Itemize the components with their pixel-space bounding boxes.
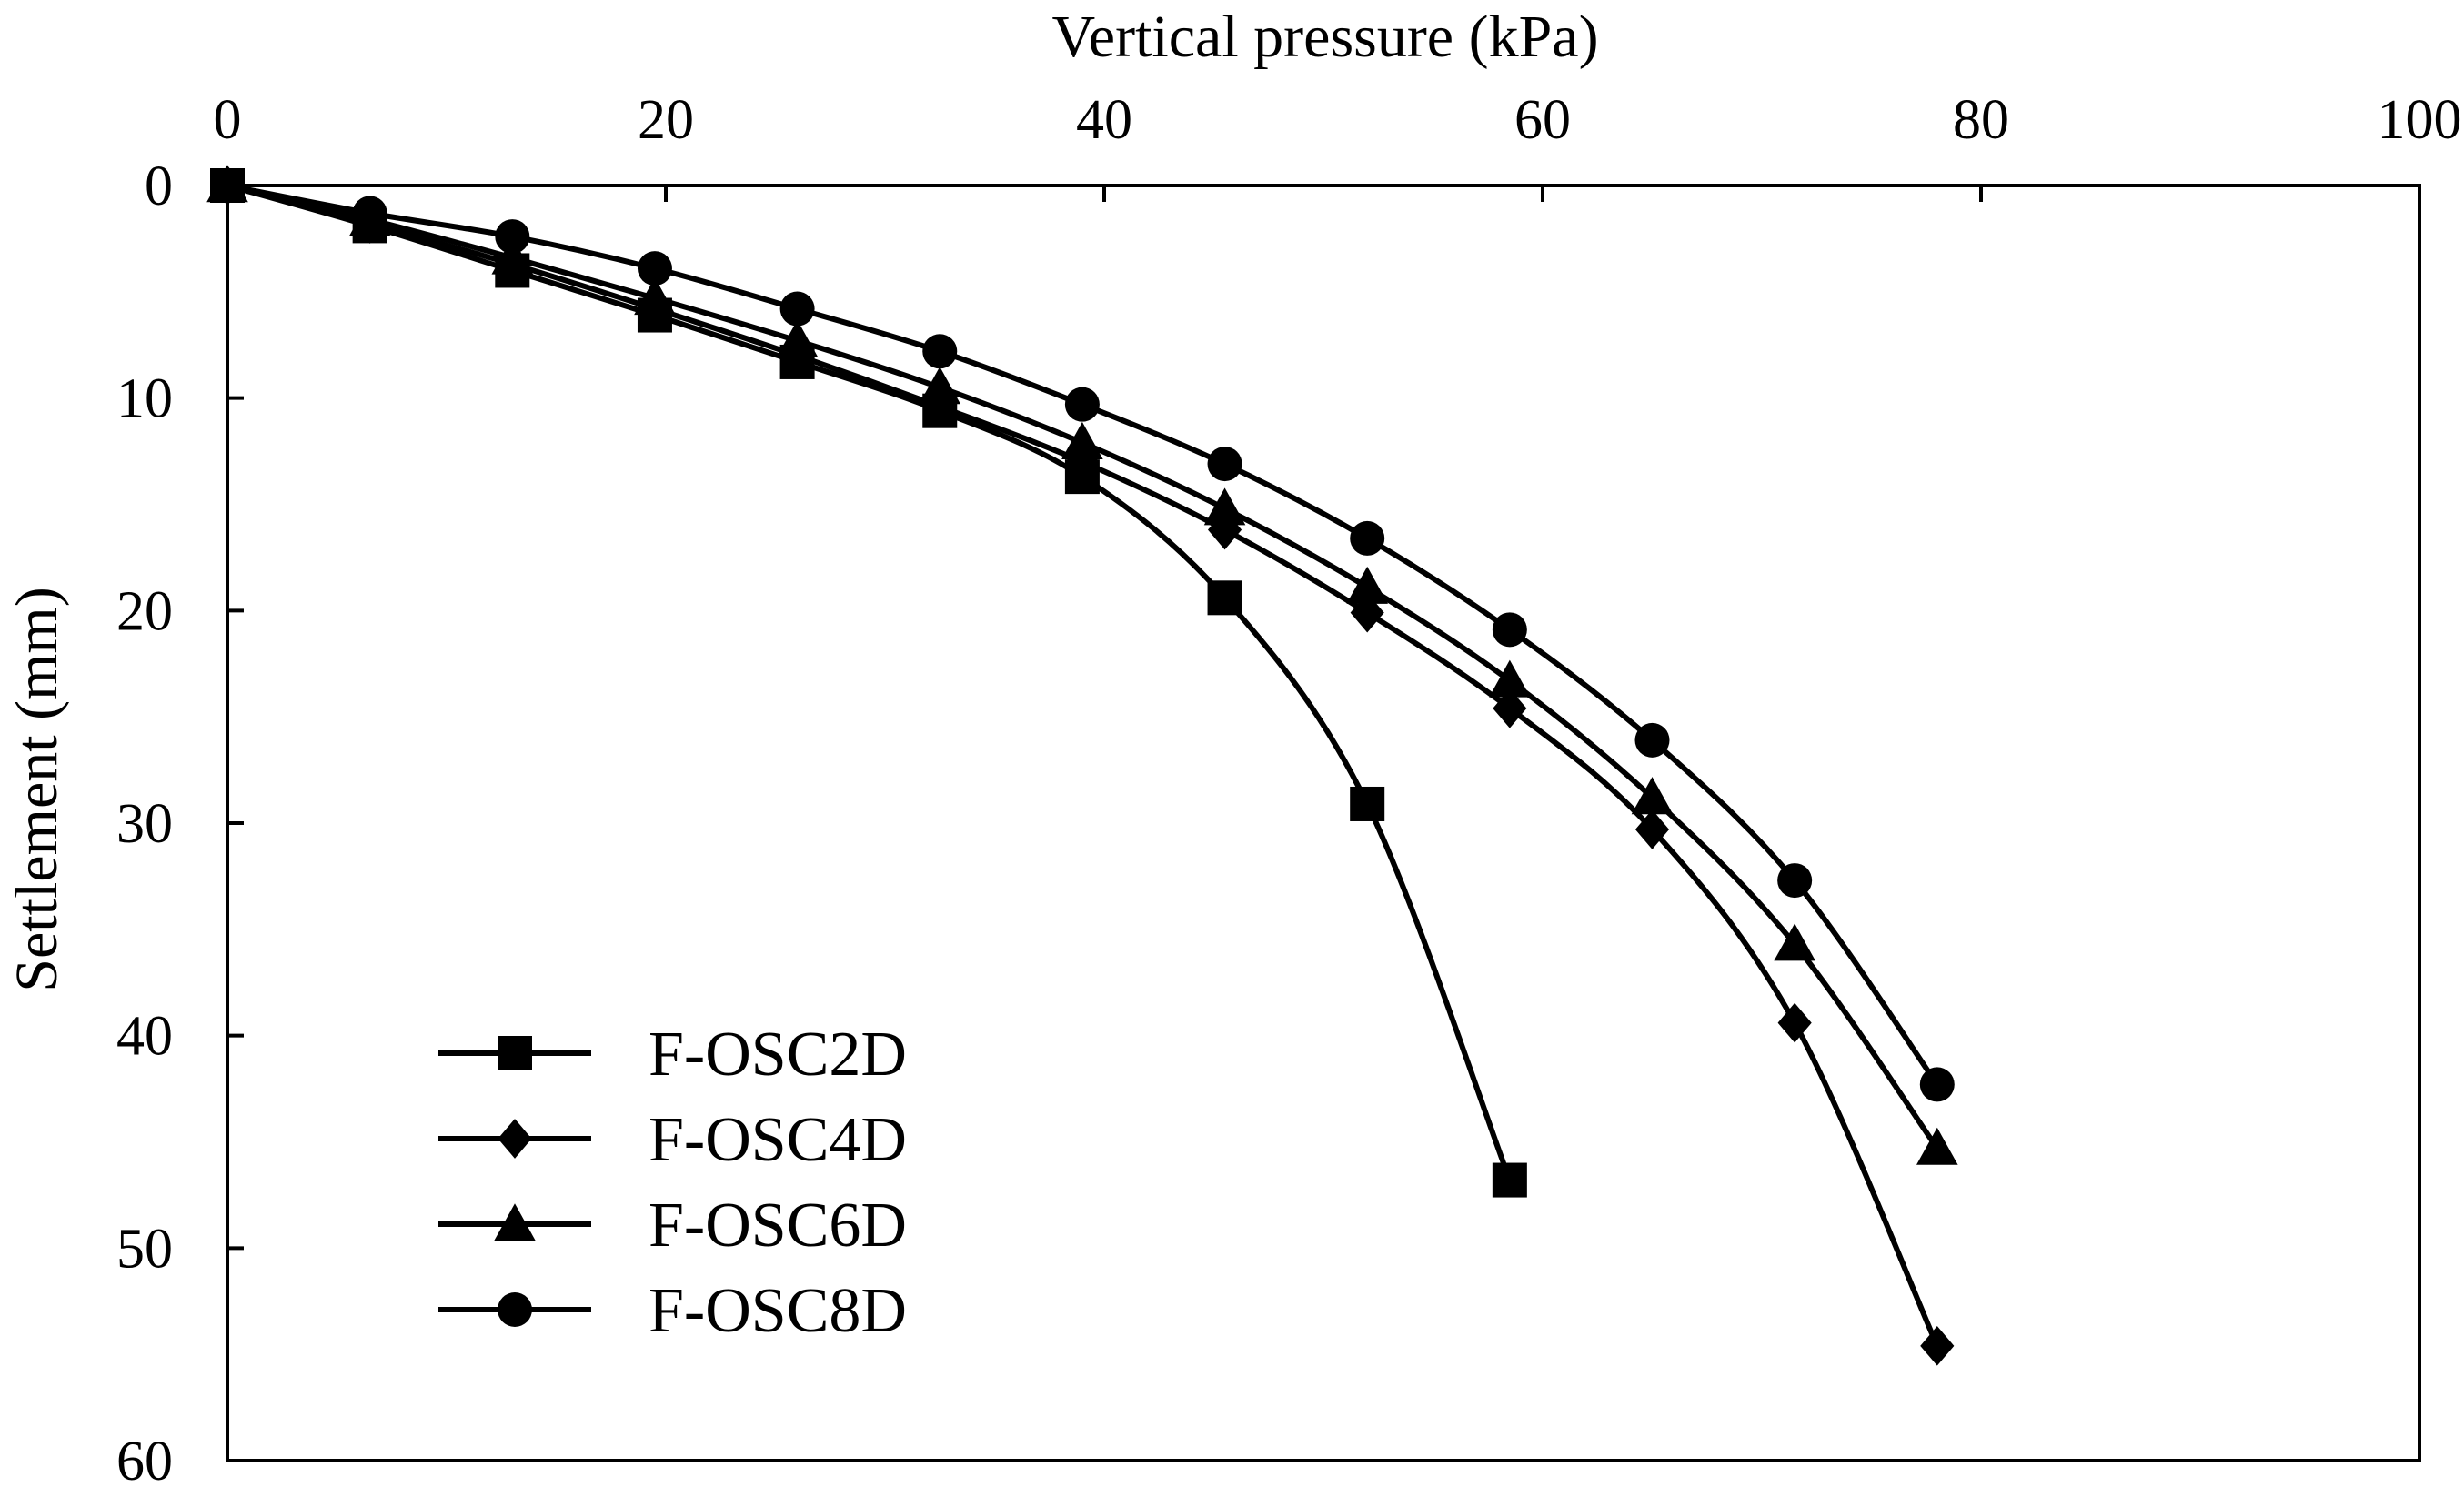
- circle-data-point: [779, 291, 815, 327]
- x-tick-label: 0: [214, 89, 242, 151]
- triangle-data-point: [1774, 923, 1815, 961]
- circle-data-point: [1492, 612, 1527, 648]
- legend-triangle-marker: [494, 1203, 536, 1241]
- y-axis-title: Settlement (mm): [4, 587, 70, 991]
- circle-data-point: [637, 251, 672, 286]
- circle-data-point: [1634, 722, 1670, 758]
- diamond-data-point: [1920, 1325, 1955, 1366]
- legend-entry-f-osc4d: F-OSC4D: [438, 1105, 907, 1175]
- legend-entry-f-osc8d: F-OSC8D: [438, 1276, 907, 1346]
- circle-data-point: [922, 334, 958, 369]
- circle-data-point: [1350, 520, 1385, 556]
- legend-entry-f-osc2d: F-OSC2D: [438, 1020, 907, 1090]
- square-data-point: [1492, 1162, 1527, 1198]
- triangle-data-point: [491, 236, 534, 275]
- circle-data-point: [495, 219, 530, 255]
- legend-label: F-OSC8D: [649, 1276, 907, 1346]
- circle-data-point: [352, 196, 387, 231]
- square-data-point: [1207, 580, 1242, 616]
- square-data-point: [1350, 786, 1385, 821]
- circle-data-point: [210, 168, 245, 203]
- legend-diamond-marker: [498, 1119, 532, 1159]
- x-tick-label: 40: [1076, 89, 1132, 151]
- circle-data-point: [1207, 447, 1242, 482]
- triangle-data-point: [919, 367, 961, 405]
- x-tick-label: 100: [2378, 89, 2462, 151]
- series-f-osc4d: [210, 166, 1955, 1366]
- diamond-data-point: [1493, 688, 1527, 728]
- series-f-osc8d: [210, 168, 1955, 1102]
- series-line: [226, 183, 1940, 1348]
- series-line: [226, 183, 1940, 1150]
- diamond-data-point: [922, 387, 957, 427]
- y-tick-label: 0: [145, 156, 173, 217]
- series-line: [226, 183, 1940, 1087]
- legend-entry-f-osc6d: F-OSC6D: [438, 1191, 907, 1261]
- y-tick-label: 20: [116, 580, 173, 642]
- triangle-data-point: [1203, 487, 1246, 526]
- x-tick-label: 60: [1514, 89, 1571, 151]
- x-tick-label: 20: [638, 89, 694, 151]
- x-axis-title: Vertical pressure (kPa): [1051, 4, 1598, 70]
- diamond-data-point: [1065, 441, 1100, 482]
- legend-circle-marker: [498, 1292, 532, 1327]
- legend-label: F-OSC2D: [649, 1020, 907, 1090]
- legend-label: F-OSC4D: [649, 1105, 907, 1175]
- triangle-data-point: [776, 319, 819, 357]
- triangle-data-point: [1061, 421, 1103, 459]
- triangle-data-point: [1916, 1127, 1958, 1165]
- y-tick-label: 40: [116, 1006, 173, 1068]
- y-tick-label: 50: [116, 1218, 173, 1280]
- triangle-data-point: [634, 277, 676, 316]
- series-f-osc6d: [206, 165, 1958, 1165]
- y-tick-label: 10: [116, 368, 173, 430]
- diamond-data-point: [1634, 809, 1670, 849]
- triangle-data-point: [1346, 566, 1388, 604]
- x-tick-label: 80: [1953, 89, 2009, 151]
- diamond-data-point: [1777, 1002, 1812, 1043]
- triangle-data-point: [1489, 659, 1531, 698]
- y-tick-label: 60: [116, 1431, 173, 1492]
- triangle-data-point: [1631, 777, 1674, 815]
- legend-square-marker: [498, 1036, 532, 1070]
- circle-data-point: [1064, 387, 1100, 422]
- legend-label: F-OSC6D: [649, 1191, 907, 1261]
- y-tick-label: 30: [116, 793, 173, 855]
- circle-data-point: [1777, 863, 1813, 899]
- circle-data-point: [1919, 1067, 1955, 1102]
- plot-area-frame: [226, 184, 2421, 1462]
